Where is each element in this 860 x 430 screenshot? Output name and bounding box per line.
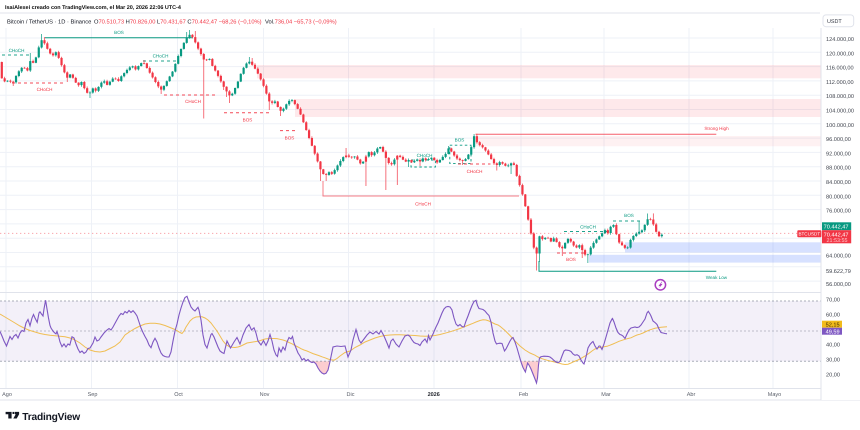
svg-text:56.000,00: 56.000,00 [826,282,851,288]
svg-text:CHoCH: CHoCH [153,53,169,58]
svg-text:96.000,00: 96.000,00 [826,137,851,143]
svg-text:2026: 2026 [428,392,440,398]
svg-text:BOS: BOS [455,138,465,143]
svg-text:116.000,00: 116.000,00 [826,66,854,72]
svg-text:70,00: 70,00 [826,298,840,304]
svg-text:BOS: BOS [285,136,295,141]
svg-text:Sep: Sep [88,392,98,398]
svg-text:Feb: Feb [519,392,528,398]
svg-text:49,59: 49,59 [826,329,840,335]
svg-text:Abr: Abr [687,392,696,398]
svg-text:70.442,47: 70.442,47 [824,225,849,231]
svg-text:100.000,00: 100.000,00 [826,123,854,129]
svg-text:104.000,00: 104.000,00 [826,109,854,115]
svg-text:CHoCH: CHoCH [185,99,201,104]
svg-text:30,00: 30,00 [826,358,840,364]
svg-text:CHoCH: CHoCH [37,87,53,92]
svg-text:120.000,00: 120.000,00 [826,51,854,57]
svg-text:76.000,00: 76.000,00 [826,209,851,215]
svg-text:Weak Low: Weak Low [706,275,728,280]
svg-text:Mayo: Mayo [768,392,781,398]
svg-text:21:53:55: 21:53:55 [827,238,848,244]
svg-text:Oct: Oct [174,392,183,398]
svg-text:Ago: Ago [2,392,12,398]
svg-text:70.442,47: 70.442,47 [824,233,849,239]
svg-text:108.000,00: 108.000,00 [826,94,854,100]
svg-text:TradingView: TradingView [22,412,80,423]
svg-text:BOS: BOS [243,117,253,122]
svg-text:20,00: 20,00 [826,373,840,379]
svg-text:Mar: Mar [601,392,611,398]
svg-text:BOS: BOS [624,213,634,218]
svg-text:Bitcoin / TetherUS · 1D · Bina: Bitcoin / TetherUS · 1D · Binance [7,19,91,26]
svg-text:CHoCH: CHoCH [467,169,483,174]
svg-text:CHoCH: CHoCH [415,202,431,207]
svg-text:92.000,00: 92.000,00 [826,151,851,157]
svg-text:BTCUSDT: BTCUSDT [798,231,820,236]
svg-text:Dic: Dic [347,392,355,398]
svg-text:Vol.736,04 −65,73 (−0,09%): Vol.736,04 −65,73 (−0,09%) [265,19,337,26]
svg-text:40,00: 40,00 [826,343,840,349]
svg-text:124.000,00: 124.000,00 [826,37,854,43]
svg-text:88.000,00: 88.000,00 [826,166,851,172]
svg-text:Strong High: Strong High [704,126,729,131]
svg-text:CHoCH: CHoCH [580,225,596,230]
svg-text:52,15: 52,15 [826,322,840,328]
svg-text:O70.510,73 H70.826,00 L70.431,: O70.510,73 H70.826,00 L70.431,67 C70.442… [94,19,262,26]
svg-text:60,00: 60,00 [826,313,840,319]
svg-text:BOS: BOS [566,257,576,262]
svg-text:CHoCH: CHoCH [9,48,25,53]
svg-text:BOS: BOS [114,30,124,35]
svg-text:64.000,00: 64.000,00 [826,253,851,259]
svg-text:USDT: USDT [827,19,842,25]
svg-text:IsaiAlexei creado con TradingV: IsaiAlexei creado con TradingView.com, e… [5,5,181,11]
svg-text:84.000,00: 84.000,00 [826,180,851,186]
svg-text:CHoCH: CHoCH [417,153,433,158]
svg-text:80.000,00: 80.000,00 [826,194,851,200]
svg-text:112.000,00: 112.000,00 [826,80,854,86]
svg-text:59.622,79: 59.622,79 [826,269,851,275]
svg-text:Nov: Nov [260,392,270,398]
